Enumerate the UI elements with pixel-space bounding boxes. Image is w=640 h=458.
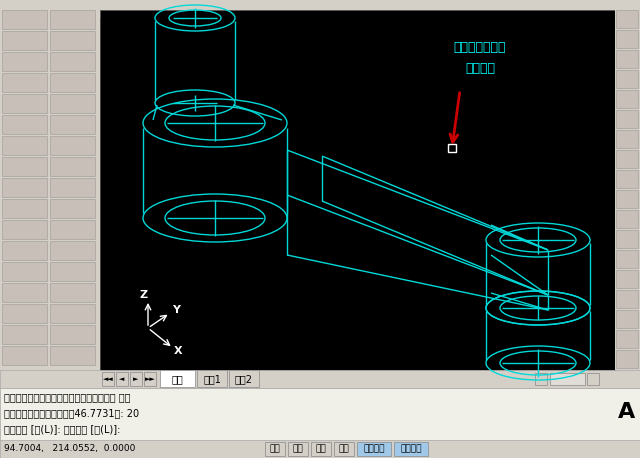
Bar [2,262,47,281]
Bar [616,170,638,188]
Bar [0,0,100,370]
Bar [50,199,95,218]
Text: ◄: ◄ [119,376,125,382]
Bar [616,90,638,108]
Bar [2,178,47,197]
Text: 栅格: 栅格 [292,445,303,453]
Bar [535,373,547,385]
Bar [100,10,615,370]
Bar [288,442,308,456]
Bar [2,157,47,176]
Bar [160,370,195,387]
Bar [616,110,638,128]
Bar [550,373,585,385]
Bar [616,190,638,208]
Bar [50,94,95,113]
Text: 模型: 模型 [171,374,183,384]
Bar [2,325,47,344]
Bar [616,150,638,168]
Bar [334,442,354,456]
Bar [616,350,638,368]
Bar [2,115,47,134]
Bar [357,442,391,456]
Bar [50,325,95,344]
Text: 指定其他曲面的倒角距离〈46.7731〉: 20: 指定其他曲面的倒角距离〈46.7731〉: 20 [4,408,139,418]
Bar [616,10,638,28]
Bar [50,31,95,50]
Text: 布局2: 布局2 [235,374,253,384]
Bar [311,442,331,456]
Bar [616,250,638,268]
Text: ►: ► [133,376,139,382]
Text: 捕捉: 捕捉 [269,445,280,453]
Bar [2,346,47,365]
Text: 布局1: 布局1 [203,374,221,384]
Bar [116,372,128,386]
Bar [50,304,95,323]
Bar [2,31,47,50]
Text: ►►: ►► [145,376,156,382]
Bar [2,10,47,29]
Bar [50,136,95,155]
Bar [102,372,114,386]
Text: 指定基面的倒角距离：指定第二点：〈正交 关〉: 指定基面的倒角距离：指定第二点：〈正交 关〉 [4,392,131,402]
Text: Z: Z [140,290,148,300]
Bar [2,241,47,260]
Bar [616,30,638,48]
Bar [616,310,638,328]
Bar [587,373,599,385]
Text: 点击要倒角两面
之间的边: 点击要倒角两面 之间的边 [454,41,506,75]
Bar [616,210,638,228]
Bar [50,220,95,239]
Bar [265,442,285,456]
Bar [50,73,95,92]
Bar [2,52,47,71]
Bar [0,370,640,388]
Bar [50,52,95,71]
Bar [615,0,640,370]
Bar [50,283,95,302]
Text: Y: Y [172,305,180,315]
Bar [394,442,428,456]
Bar [50,241,95,260]
Bar [2,199,47,218]
Text: 对象追踪: 对象追踪 [400,445,422,453]
Bar [448,144,456,152]
Bar [616,130,638,148]
Bar [50,157,95,176]
Text: A: A [618,402,636,422]
Text: 选择边或 [环(L)]: 选择边或 [环(L)]:: 选择边或 [环(L)]: 选择边或 [环(L)]: [4,424,120,434]
Bar [616,270,638,288]
Bar [0,440,640,458]
Bar [229,370,259,387]
Bar [2,94,47,113]
Text: 极轴: 极轴 [339,445,349,453]
Text: ◄◄: ◄◄ [102,376,113,382]
Bar [2,136,47,155]
Bar [616,330,638,348]
Bar [130,372,142,386]
Text: 94.7004,   214.0552,  0.0000: 94.7004, 214.0552, 0.0000 [4,445,136,453]
Bar [2,220,47,239]
Bar [50,178,95,197]
Bar [197,370,227,387]
Bar [50,10,95,29]
Text: X: X [174,346,182,356]
Bar [616,290,638,308]
Bar [100,18,616,370]
Bar [616,70,638,88]
Bar [2,283,47,302]
Bar [50,262,95,281]
Bar [0,388,640,440]
Bar [50,115,95,134]
Bar [616,50,638,68]
Text: 正交: 正交 [316,445,326,453]
Bar [2,73,47,92]
Bar [50,346,95,365]
Bar [2,304,47,323]
Bar [144,372,156,386]
Bar [616,230,638,248]
Text: 对象捕捉: 对象捕捉 [364,445,385,453]
